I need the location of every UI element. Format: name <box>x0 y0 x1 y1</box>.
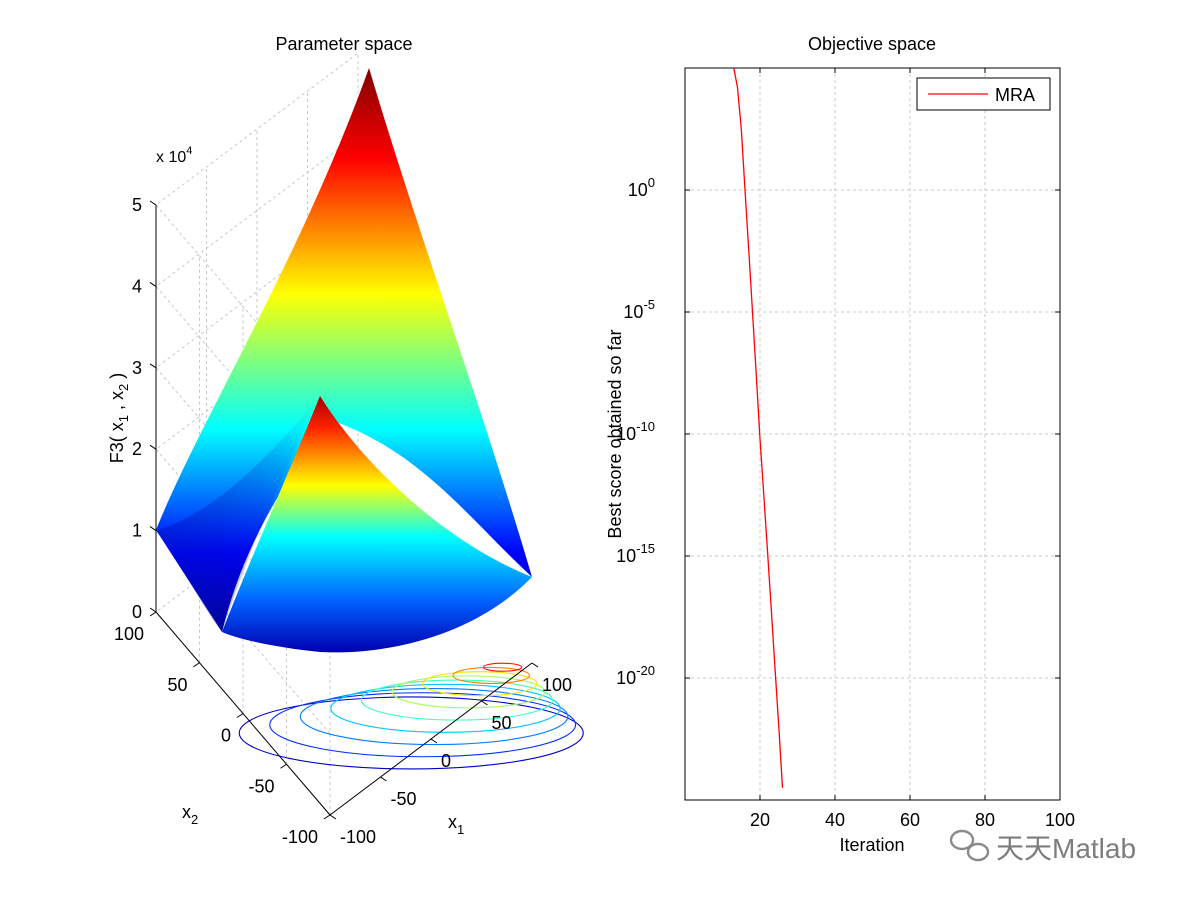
z-tick-mark <box>149 526 157 532</box>
y-tick-label: 0 <box>221 726 231 746</box>
y-tick-label: 10-15 <box>616 541 655 566</box>
y-tick-mark <box>323 814 331 820</box>
z-axis-label-mid: , x <box>107 391 127 415</box>
x-tick-label: -100 <box>340 827 376 847</box>
z-axis-label-suffix: ) <box>107 373 127 384</box>
surface-front-face <box>222 396 532 653</box>
z-tick-mark <box>149 281 157 287</box>
z-tick-label: 4 <box>132 276 142 296</box>
legend: MRA <box>916 77 1051 111</box>
x-tick-mark <box>380 776 387 782</box>
y-tick-base: 10 <box>623 302 643 322</box>
y-tick-base: 10 <box>616 668 636 688</box>
watermark: 天天Matlab <box>949 829 1136 864</box>
convergence-title: Objective space <box>808 34 936 54</box>
z-exponent-base: x 10 <box>156 149 186 166</box>
x-tick-mark <box>481 700 488 706</box>
contour-line <box>238 696 584 770</box>
contour-line <box>299 687 569 746</box>
y-tick-label: 10-20 <box>616 663 655 688</box>
y-tick-label: 10-10 <box>616 419 655 444</box>
y-tick-exponent: -20 <box>636 663 655 678</box>
z-axis-label-sub1: 1 <box>116 415 131 422</box>
x-tick-label: 0 <box>441 751 451 771</box>
x-tick-label: 60 <box>900 810 920 830</box>
surface-title: Parameter space <box>275 34 412 54</box>
z-tick-label: 2 <box>132 439 142 459</box>
y-tick-label: 50 <box>167 675 187 695</box>
y-tick-mark <box>236 713 244 718</box>
z-axis-label: F3( x1 , x2 ) <box>107 373 131 464</box>
x-ticks-right: 20 40 60 80 100 <box>750 68 1075 830</box>
contour-line <box>421 671 538 697</box>
y-tick-exponent: 0 <box>648 175 655 190</box>
z-tick-label: 0 <box>132 602 142 622</box>
y-axis-label: x2 <box>182 802 198 827</box>
x-axis-label-iteration: Iteration <box>839 835 904 855</box>
z-tick-label: 3 <box>132 358 142 378</box>
x-tick-mark <box>531 662 539 668</box>
contour-line <box>330 683 561 733</box>
z-tick-mark <box>149 200 157 206</box>
x-tick-label: 40 <box>825 810 845 830</box>
legend-label-mra: MRA <box>995 85 1035 105</box>
surface-shadow <box>156 396 320 632</box>
wechat-icon <box>949 829 990 862</box>
contour-line <box>452 666 530 684</box>
z-axis-label-sub2: 2 <box>116 384 131 391</box>
contour-line <box>391 675 546 709</box>
y-tick-label: 100 <box>114 624 144 644</box>
x-tick-label: 80 <box>975 810 995 830</box>
y-tick-exponent: -10 <box>636 419 655 434</box>
y-tick-exponent: -5 <box>643 297 655 312</box>
y-axis-label-sub: 2 <box>191 812 198 827</box>
contour-lines <box>238 662 584 770</box>
x-tick-label: 50 <box>492 713 512 733</box>
y-tick-mark <box>193 662 200 668</box>
x-tick-label: 20 <box>750 810 770 830</box>
z-ticks: 0 1 2 3 4 5 <box>132 195 157 622</box>
x-tick-label: -50 <box>391 789 417 809</box>
y-axis-label-base: x <box>182 802 191 822</box>
y-tick-base: 10 <box>616 546 636 566</box>
contour-line <box>269 692 577 758</box>
z-tick-label: 1 <box>132 521 142 541</box>
y-tick-base: 10 <box>616 424 636 444</box>
x-tick-label: 100 <box>1045 810 1075 830</box>
y-ticks: -100 -50 0 50 100 <box>114 611 331 847</box>
y-tick-label: 100 <box>628 175 655 200</box>
x-tick-mark <box>329 814 337 820</box>
x-tick-mark <box>430 738 438 744</box>
y-tick-exponent: -15 <box>636 541 655 556</box>
x-axis-label-base: x <box>448 812 457 832</box>
y-tick-label: -50 <box>248 776 274 796</box>
contour-line <box>482 662 523 672</box>
series-line-mra <box>733 67 784 788</box>
z-exponent-label: x 104 <box>156 145 192 166</box>
y-tick-label: 10-5 <box>623 297 655 322</box>
x-axis-label-sub: 1 <box>457 822 464 837</box>
x-ticks: -100 -50 0 50 100 <box>329 662 572 847</box>
z-axis-label-prefix: F3( x <box>107 422 127 463</box>
z-tick-label: 5 <box>132 195 142 215</box>
watermark-text: 天天Matlab <box>996 833 1136 864</box>
x-tick-label: 100 <box>542 675 572 695</box>
y-tick-base: 10 <box>628 180 648 200</box>
y-tick-mark <box>149 611 157 617</box>
z-tick-mark <box>149 363 157 369</box>
z-exponent-power: 4 <box>186 145 192 157</box>
y-tick-mark <box>280 763 287 769</box>
z-tick-mark <box>149 444 157 450</box>
contour-line <box>360 679 554 721</box>
x-axis-label: x1 <box>448 812 464 837</box>
y-axis-label-best-score: Best score obtained so far <box>605 329 625 538</box>
y-tick-label: -100 <box>282 827 318 847</box>
z-tick-mark <box>149 607 157 613</box>
